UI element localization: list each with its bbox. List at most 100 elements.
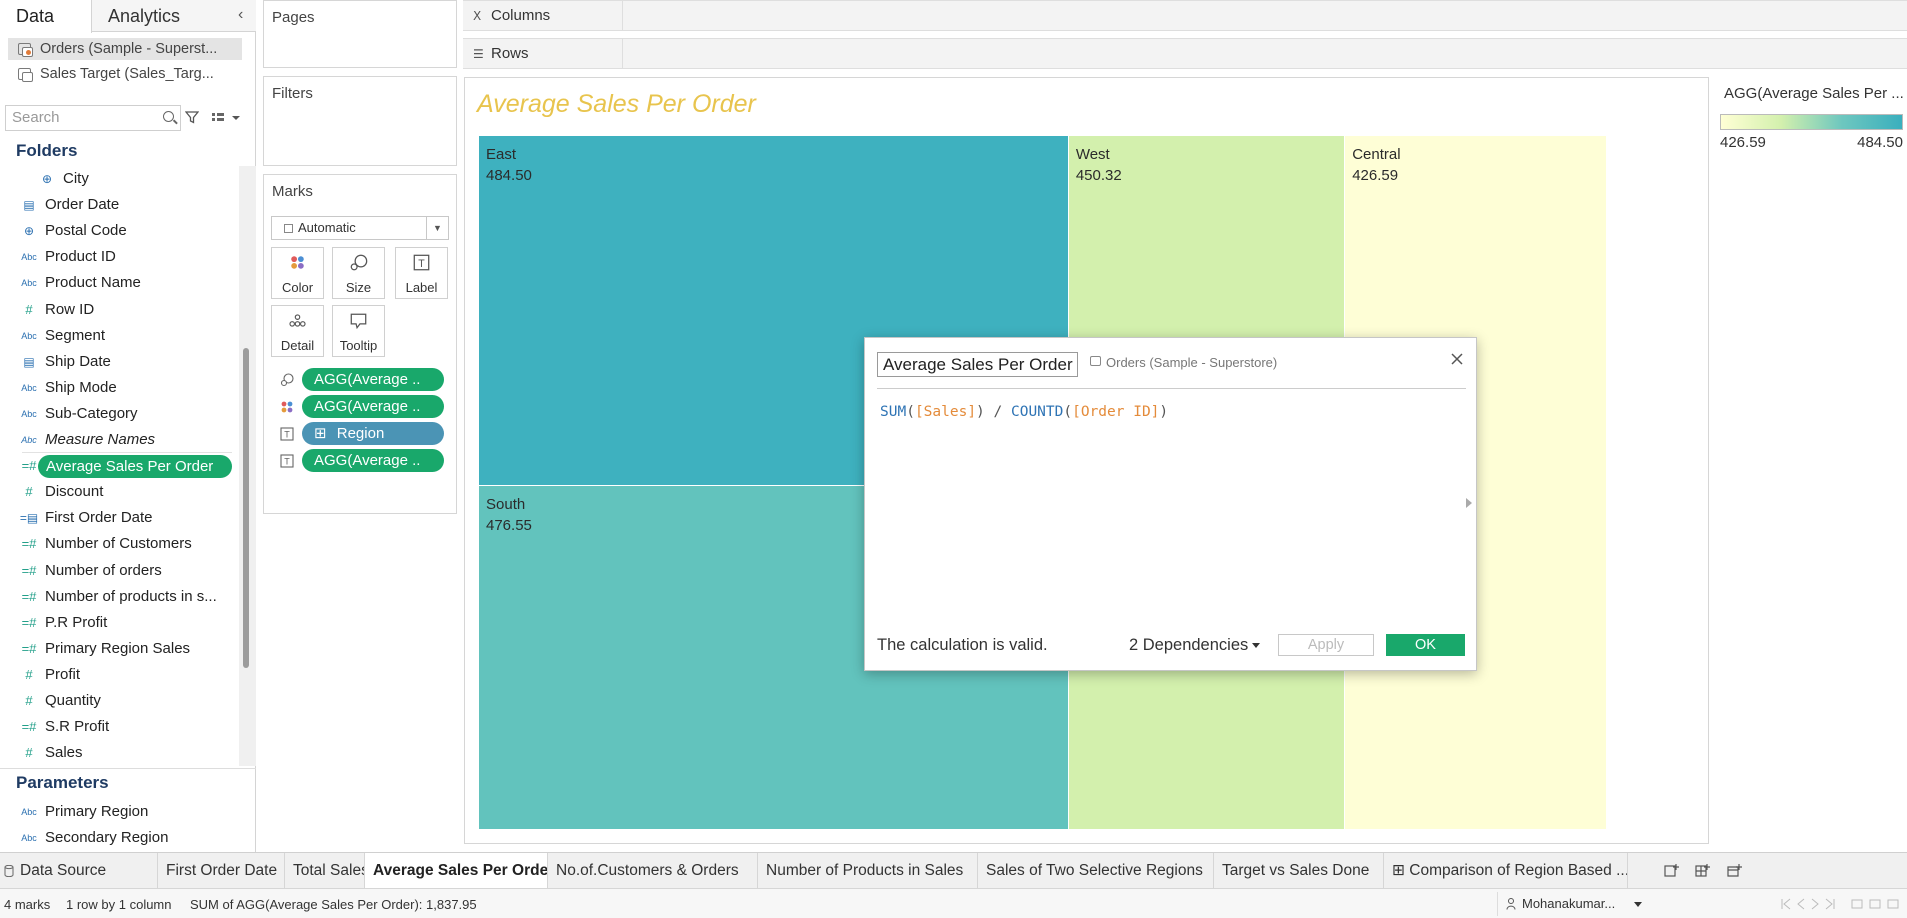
- sheet-tab-total-sales[interactable]: Total Sales: [285, 853, 365, 888]
- scrollbar-thumb[interactable]: [243, 348, 249, 668]
- legend-gradient[interactable]: [1720, 114, 1903, 130]
- field-discount[interactable]: # Discount: [0, 479, 236, 505]
- field-order-date[interactable]: ▤ Order Date: [0, 192, 236, 218]
- color-button[interactable]: Color: [271, 247, 324, 299]
- size-button[interactable]: Size: [332, 247, 385, 299]
- svg-text:T: T: [418, 258, 425, 270]
- sheet-tab-average-sales-per-order[interactable]: Average Sales Per Order: [365, 853, 548, 889]
- color-icon: [291, 256, 304, 269]
- mark-type-value: Automatic: [298, 220, 356, 235]
- tab-analytics[interactable]: Analytics: [108, 6, 181, 26]
- field-product-name[interactable]: Abc Product Name: [0, 270, 236, 296]
- mark-pill-label[interactable]: ⊞ Region: [302, 422, 444, 445]
- tab-label: Comparison of Region Based ...: [1409, 862, 1628, 879]
- field-product-id[interactable]: Abc Product ID: [0, 244, 236, 270]
- filter-icon[interactable]: [185, 110, 199, 124]
- field-segment[interactable]: Abc Segment: [0, 323, 236, 349]
- mark-pill-color[interactable]: AGG(Average ..: [280, 395, 444, 419]
- datasource-orders[interactable]: Orders (Sample - Superst...: [8, 38, 242, 60]
- rows-shelf[interactable]: ☰ Rows: [463, 38, 1907, 69]
- field-p-r-profit[interactable]: =# P.R Profit: [0, 610, 236, 636]
- user-name: Mohanakumar...: [1522, 896, 1616, 911]
- datasource-label: Sales Target (Sales_Targ...: [40, 66, 214, 82]
- sheet-navigation-icons[interactable]: [1780, 898, 1905, 910]
- field-label: Row ID: [45, 300, 95, 318]
- tab-data-source[interactable]: Data Source: [0, 853, 158, 888]
- svg-text:T: T: [284, 430, 290, 440]
- expand-arrow-icon[interactable]: [1466, 498, 1472, 508]
- mark-pill-size[interactable]: AGG(Average ..: [280, 368, 444, 392]
- pages-shelf[interactable]: Pages: [263, 0, 457, 68]
- filters-title: Filters: [272, 85, 313, 102]
- parameter-primary-region[interactable]: Abc Primary Region: [0, 799, 236, 825]
- field-list: ⊕ City ▤ Order Date ⊕ Postal Code Abc Product I…: [0, 166, 236, 766]
- mark-pill-label[interactable]: AGG(Average ..: [302, 368, 444, 391]
- field-s-r-profit[interactable]: =# S.R Profit: [0, 714, 236, 740]
- treemap-value: 426.59: [1352, 167, 1399, 184]
- sheet-tab-no-of-customers-orders[interactable]: No.of.Customers & Orders: [548, 853, 758, 888]
- pages-title: Pages: [272, 9, 315, 26]
- new-story-icon[interactable]: [1727, 863, 1743, 879]
- field-row-id[interactable]: # Row ID: [0, 297, 236, 323]
- detail-button[interactable]: Detail: [271, 305, 324, 357]
- formula-editor[interactable]: SUM([Sales]) / COUNTD([Order ID]): [880, 404, 1168, 420]
- field-number-of-orders[interactable]: =# Number of orders: [0, 558, 236, 584]
- size-icon: [350, 254, 368, 271]
- mark-pill-label-value[interactable]: T AGG(Average ..: [280, 449, 444, 473]
- field-first-order-date[interactable]: =▤ First Order Date: [0, 505, 236, 531]
- sheet-tab-comparison-of-region-based[interactable]: ⊞ Comparison of Region Based ...: [1384, 853, 1628, 888]
- field-ship-mode[interactable]: Abc Ship Mode: [0, 375, 236, 401]
- dependencies-dropdown[interactable]: 2 Dependencies: [1129, 636, 1261, 655]
- field-number-of-customers[interactable]: =# Number of Customers: [0, 531, 236, 557]
- field-quantity[interactable]: # Quantity: [0, 688, 236, 714]
- mark-pill-label[interactable]: AGG(Average ..: [302, 395, 444, 418]
- sheet-tab-target-vs-sales-done[interactable]: Target vs Sales Done: [1214, 853, 1384, 888]
- ok-button[interactable]: OK: [1386, 634, 1465, 656]
- sheet-tab-number-of-products-in-sales[interactable]: Number of Products in Sales: [758, 853, 978, 888]
- field-number-of-products-in-s[interactable]: =# Number of products in s...: [0, 584, 236, 610]
- field-average-sales-per-order[interactable]: =# Average Sales Per Order: [0, 453, 236, 479]
- parameter-secondary-region[interactable]: Abc Secondary Region: [0, 825, 236, 851]
- calculated-number-icon: =#: [21, 562, 37, 578]
- tooltip-button[interactable]: Tooltip: [332, 305, 385, 357]
- calculated-date-icon: =▤: [19, 511, 39, 526]
- tab-data[interactable]: Data: [0, 0, 92, 33]
- field-primary-region-sales[interactable]: =# Primary Region Sales: [0, 636, 236, 662]
- sheet-tab-sales-of-two-selective-regions[interactable]: Sales of Two Selective Regions: [978, 853, 1214, 888]
- search-input[interactable]: Search: [5, 105, 181, 131]
- database-icon: [4, 865, 14, 877]
- formula-paren: (: [1063, 404, 1073, 420]
- datasource-sales-target[interactable]: Sales Target (Sales_Targ...: [8, 63, 242, 85]
- apply-button[interactable]: Apply: [1278, 634, 1374, 656]
- marks-title: Marks: [272, 183, 313, 200]
- mark-type-select[interactable]: Automatic ▼: [271, 216, 449, 240]
- close-icon[interactable]: [1450, 352, 1464, 366]
- filters-shelf[interactable]: Filters: [263, 76, 457, 166]
- field-measure-names[interactable]: Abc Measure Names: [0, 427, 236, 453]
- legend-min: 426.59: [1720, 134, 1766, 151]
- field-postal-code[interactable]: ⊕ Postal Code: [0, 218, 236, 244]
- sheet-tab-first-order-date[interactable]: First Order Date: [158, 853, 285, 888]
- new-dashboard-icon[interactable]: [1695, 863, 1711, 879]
- field-label: Average Sales Per Order: [38, 455, 232, 479]
- formula-paren: ): [976, 404, 985, 420]
- mark-pill-region[interactable]: T ⊞ Region: [280, 422, 444, 446]
- field-ship-date[interactable]: ▤ Ship Date: [0, 349, 236, 375]
- calc-name-input[interactable]: Average Sales Per Order: [877, 352, 1078, 377]
- rows-icon: ☰: [473, 47, 484, 61]
- user-menu[interactable]: Mohanakumar...: [1497, 892, 1650, 916]
- calculated-number-icon: =#: [21, 588, 37, 604]
- mark-pill-label[interactable]: AGG(Average ..: [302, 449, 444, 472]
- new-worksheet-icon[interactable]: [1664, 863, 1680, 879]
- tab-label: Sales of Two Selective Regions: [986, 862, 1203, 879]
- field-sales[interactable]: # Sales: [0, 740, 236, 766]
- view-options-icon[interactable]: [211, 112, 241, 124]
- columns-shelf[interactable]: Ⅹ Columns: [463, 0, 1907, 31]
- chevron-left-icon[interactable]: ‹: [238, 6, 244, 23]
- field-sub-category[interactable]: Abc Sub-Category: [0, 401, 236, 427]
- field-label: Order Date: [45, 196, 120, 214]
- field-city[interactable]: ⊕ City: [0, 166, 236, 192]
- field-profit[interactable]: # Profit: [0, 662, 236, 688]
- label-button[interactable]: T Label: [395, 247, 448, 299]
- treemap-category: East: [486, 146, 517, 163]
